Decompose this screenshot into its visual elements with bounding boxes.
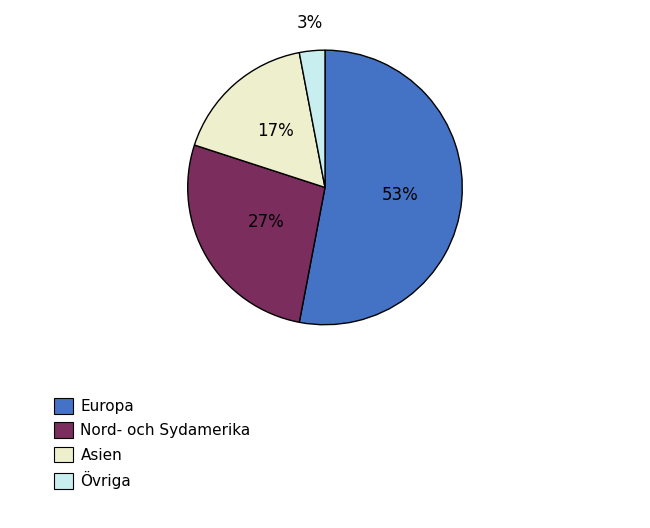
Text: 17%: 17% [257, 122, 293, 140]
Wedge shape [188, 145, 325, 322]
Wedge shape [299, 50, 462, 325]
Text: 27%: 27% [248, 213, 284, 231]
Text: 3%: 3% [296, 14, 322, 32]
Text: 53%: 53% [382, 185, 419, 204]
Wedge shape [299, 50, 325, 187]
Legend: Europa, Nord- och Sydamerika, Asien, Övriga: Europa, Nord- och Sydamerika, Asien, Övr… [55, 398, 251, 489]
Wedge shape [194, 53, 325, 187]
